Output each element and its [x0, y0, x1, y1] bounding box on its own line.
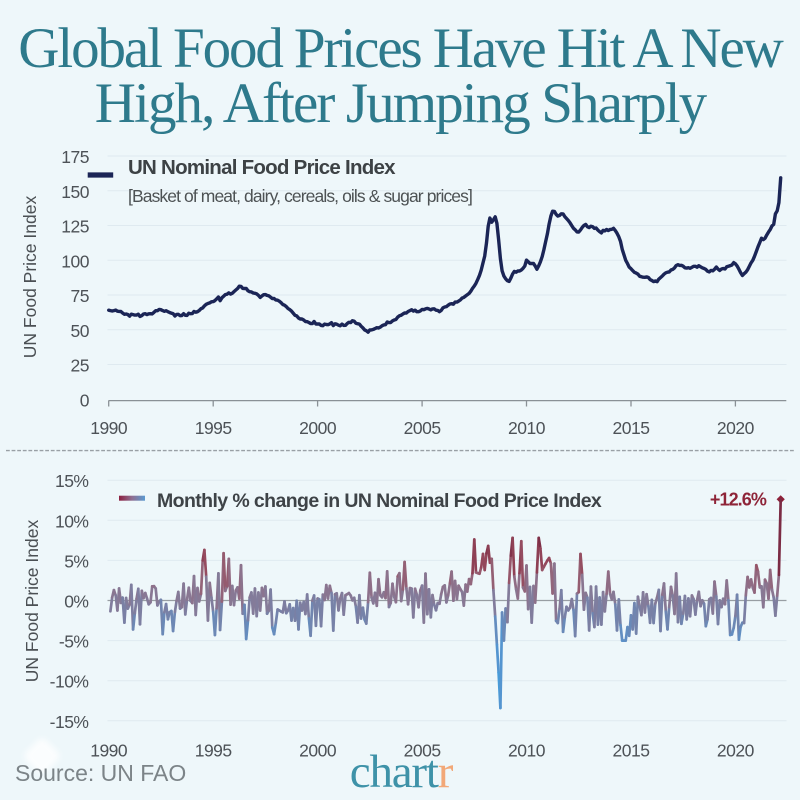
svg-text:1995: 1995 — [195, 418, 232, 438]
svg-text:-5%: -5% — [59, 632, 89, 652]
svg-text:100: 100 — [61, 251, 89, 271]
svg-text:1995: 1995 — [195, 741, 232, 761]
svg-text:UN Nominal Food Price Index: UN Nominal Food Price Index — [128, 156, 396, 179]
svg-text:UN Food Price Index: UN Food Price Index — [22, 520, 42, 683]
svg-text:UN Food Price Index: UN Food Price Index — [20, 196, 40, 359]
svg-text:-10%: -10% — [50, 672, 89, 692]
svg-text:5%: 5% — [64, 551, 88, 571]
svg-text:25: 25 — [71, 356, 89, 376]
svg-text:0%: 0% — [64, 592, 88, 612]
svg-text:0: 0 — [80, 390, 90, 410]
svg-text:Monthly % change in UN Nominal: Monthly % change in UN Nominal Food Pric… — [157, 490, 602, 512]
svg-text:2010: 2010 — [508, 741, 546, 761]
svg-text:175: 175 — [61, 147, 89, 167]
svg-text:2005: 2005 — [404, 418, 441, 438]
svg-text:2015: 2015 — [613, 741, 650, 761]
svg-text:2010: 2010 — [508, 418, 546, 438]
svg-text:-15%: -15% — [50, 712, 89, 732]
svg-text:[Basket of meat, dairy, cereal: [Basket of meat, dairy, cereals, oils & … — [128, 186, 472, 206]
svg-text:150: 150 — [61, 182, 89, 202]
svg-text:75: 75 — [71, 286, 89, 306]
svg-text:+12.6%: +12.6% — [710, 490, 767, 510]
svg-text:15%: 15% — [55, 471, 89, 491]
svg-text:2005: 2005 — [404, 741, 441, 761]
svg-text:2020: 2020 — [717, 418, 755, 438]
svg-text:50: 50 — [71, 321, 90, 341]
svg-text:2000: 2000 — [299, 418, 337, 438]
svg-text:2015: 2015 — [613, 418, 650, 438]
svg-text:2020: 2020 — [717, 741, 755, 761]
svg-text:1990: 1990 — [90, 418, 128, 438]
svg-text:1990: 1990 — [90, 741, 128, 761]
svg-text:2000: 2000 — [299, 741, 337, 761]
svg-text:125: 125 — [61, 217, 89, 237]
svg-text:10%: 10% — [55, 511, 89, 531]
